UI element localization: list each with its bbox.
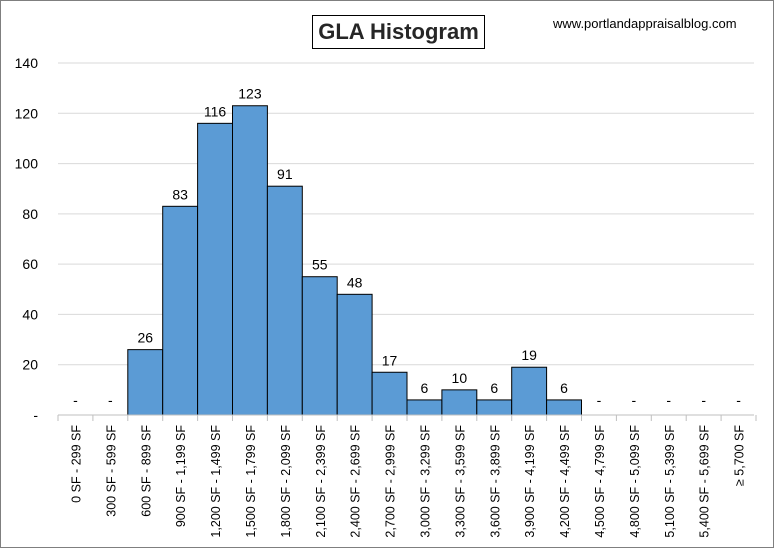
bar-data-label: 26 <box>137 330 153 346</box>
bar-data-label: 17 <box>382 352 398 368</box>
data-labels: - - 26 83 116 123 91 55 48 17 6 10 6 19 6 - - - - - <box>73 86 741 408</box>
y-tick-label: 120 <box>15 105 39 121</box>
bar-data-label: - <box>632 392 637 408</box>
chart-title: GLA Histogram <box>312 15 485 49</box>
y-tick-label: 80 <box>22 206 38 222</box>
bar-data-label: 19 <box>521 347 537 363</box>
x-category-label: 2,400 SF - 2,699 SF <box>349 425 363 538</box>
x-category-label: 300 SF - 599 SF <box>104 425 118 517</box>
bar-data-label: - <box>597 392 602 408</box>
x-category-label: 0 SF - 299 SF <box>69 425 83 503</box>
x-category-label: 3,600 SF - 3,899 SF <box>488 425 502 538</box>
histogram-bar <box>266 185 303 416</box>
histogram-bar <box>441 389 478 416</box>
x-category-label: 4,800 SF - 5,099 SF <box>628 425 642 538</box>
bar-data-label: 55 <box>312 257 328 273</box>
bars <box>127 105 582 416</box>
y-tick-label: 40 <box>22 306 38 322</box>
axes: - 20 40 60 80 100 120 140 0 SF - 299 SF 300 SF - … <box>15 55 757 538</box>
bar-data-label: - <box>666 392 671 408</box>
x-category-label: 3,300 SF - 3,599 SF <box>453 425 467 538</box>
bar-data-label: - <box>701 392 706 408</box>
histogram-bar <box>406 399 443 416</box>
histogram-bar <box>336 293 373 416</box>
histogram-bar <box>197 122 234 416</box>
x-category-label: 3,900 SF - 4,199 SF <box>523 425 537 538</box>
y-tick-label: 60 <box>22 256 38 272</box>
bar-data-label: 116 <box>204 103 227 119</box>
x-category-label: 600 SF - 899 SF <box>139 425 153 517</box>
y-tick-label: 20 <box>22 357 38 373</box>
x-category-label: 4,200 SF - 4,499 SF <box>558 425 572 538</box>
histogram-bar <box>127 349 164 416</box>
x-category-label: 4,500 SF - 4,799 SF <box>593 425 607 538</box>
x-category-label: 1,200 SF - 1,499 SF <box>209 425 223 538</box>
bar-data-label: 6 <box>490 380 498 396</box>
bar-data-label: - <box>736 392 741 408</box>
x-category-label: 2,100 SF - 2,399 SF <box>314 425 328 538</box>
x-category-label: 900 SF - 1,199 SF <box>174 425 188 528</box>
bar-data-label: - <box>108 392 113 408</box>
x-category-label: 5,400 SF - 5,699 SF <box>698 425 712 538</box>
bar-data-label: 91 <box>277 166 293 182</box>
x-category-label: ≥ 5,700 SF <box>733 425 747 486</box>
histogram-bar <box>511 366 548 416</box>
histogram-bar <box>232 105 268 416</box>
x-category-label: 3,000 SF - 3,299 SF <box>418 425 432 538</box>
histogram-bar <box>371 371 408 416</box>
y-tick-label: 100 <box>15 156 39 172</box>
bar-data-label: - <box>73 392 78 408</box>
x-category-label: 1,800 SF - 2,099 SF <box>279 425 293 538</box>
bar-data-label: 10 <box>452 370 468 386</box>
y-tick-label: 140 <box>15 55 39 71</box>
histogram-bar <box>162 205 199 416</box>
bar-data-label: 6 <box>560 380 568 396</box>
y-tick-label: - <box>33 407 38 423</box>
bar-data-label: 6 <box>421 380 429 396</box>
x-category-label: 5,100 SF - 5,399 SF <box>663 425 677 538</box>
bar-data-label: 48 <box>347 274 363 290</box>
histogram-bar <box>546 399 582 416</box>
bar-data-label: 83 <box>172 186 188 202</box>
bar-data-label: 123 <box>238 86 262 102</box>
x-category-label: 1,500 SF - 1,799 SF <box>244 425 258 538</box>
histogram-bar <box>476 399 513 416</box>
x-category-label: 2,700 SF - 2,999 SF <box>384 425 398 538</box>
histogram-bar <box>301 276 338 416</box>
source-url: www.portlandappraisalblog.com <box>553 16 737 31</box>
